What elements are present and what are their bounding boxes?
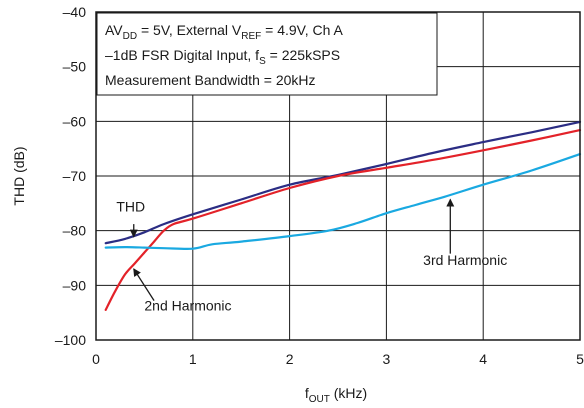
y-tick-label: –90 [63,277,87,293]
y-tick-label: –50 [63,59,87,75]
condition-text: AV [105,22,123,38]
x-tick-label: 3 [383,351,391,367]
x-tick-label: 5 [576,351,584,367]
x-tick-label: 1 [189,351,197,367]
y-tick-label: –100 [55,332,86,348]
series-line-2nd-harmonic [104,129,582,311]
condition-line: AVDD = 5V, External VREF = 4.9V, Ch A [105,22,344,42]
condition-text: REF [241,31,261,42]
x-tick-label: 4 [479,351,487,367]
condition-text: –1dB FSR Digital Input, f [105,47,259,63]
y-tick-label: –70 [63,168,87,184]
condition-line: –1dB FSR Digital Input, fS = 225kSPS [105,47,340,67]
annotation-label: 3rd Harmonic [423,252,507,268]
condition-text: S [259,56,266,67]
condition-text: = 225kSPS [266,47,340,63]
y-tick-label: –40 [63,4,87,20]
conditions-box: AVDD = 5V, External VREF = 4.9V, Ch A–1d… [96,12,438,96]
condition-text: = 5V, External V [137,22,242,38]
data-series [104,120,582,311]
condition-text: DD [123,31,137,42]
x-axis-label-sub: OUT [309,394,330,405]
series-line-3rd-harmonic [104,153,582,250]
x-axis-label-unit: (kHz) [330,385,367,401]
plot-frame [95,11,581,341]
x-tick-label: 2 [286,351,294,367]
x-axis-label: fOUT (kHz) [305,385,367,405]
y-axis-label: THD (dB) [11,146,27,205]
conditions-box-frame [96,12,438,96]
series-line-thd [104,120,582,245]
x-tick-label: 0 [92,351,100,367]
condition-text: Measurement Bandwidth = 20kHz [105,72,316,88]
y-tick-label: –60 [63,113,87,129]
x-axis-ticks: 0 1 2 3 4 5 [92,351,584,367]
curve-annotations: THD 2nd Harmonic 3rd Harmonic [116,198,507,313]
annotation-arrow [133,268,155,301]
condition-text: = 4.9V, Ch A [261,22,343,38]
y-tick-label: –80 [63,223,87,239]
x-axis-label-main: f [305,385,309,401]
annotation-label: THD [116,199,145,215]
annotation-label: 2nd Harmonic [144,297,231,313]
y-axis-ticks: –40 –50 –60 –70 –80 –90 –100 [55,4,86,348]
condition-line: Measurement Bandwidth = 20kHz [105,72,316,88]
